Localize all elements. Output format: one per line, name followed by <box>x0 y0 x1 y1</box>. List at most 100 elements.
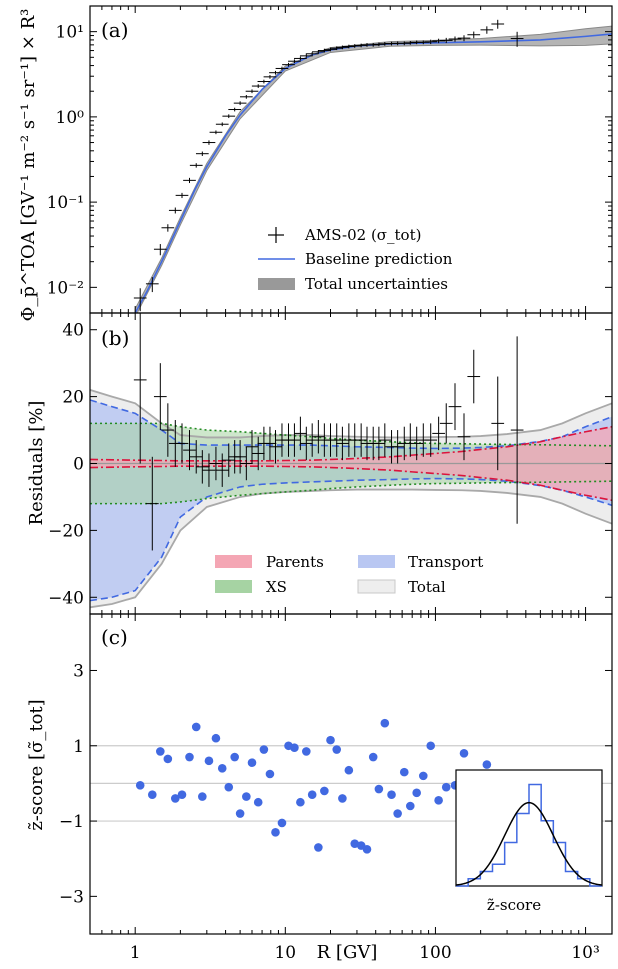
zscore-point <box>441 782 451 792</box>
panel-a-label: (a) <box>101 18 129 42</box>
y-tick-label-a: 10⁻¹ <box>47 193 84 213</box>
zscore-point <box>271 828 280 837</box>
y-tick-label-b: 40 <box>62 321 84 341</box>
y-tick-label-a: 10⁻² <box>47 278 84 298</box>
zscore-point <box>426 741 436 751</box>
y-tick-label-b: 20 <box>62 388 84 408</box>
parents-lower <box>90 465 612 502</box>
legend-transport-label: Transport <box>408 553 483 571</box>
zscore-point <box>332 745 342 754</box>
y-tick-label-b: −40 <box>48 588 84 608</box>
legend-data-label: AMS-02 (σ_tot) <box>304 226 421 244</box>
ylabel-c: z̃-score [σ̃_tot] <box>26 699 47 830</box>
panel-b <box>90 313 612 609</box>
baseline-line <box>134 33 612 313</box>
ylabel-a: Φ_p̄^TOA [GV⁻¹ m⁻² s⁻¹ sr⁻¹] × R³ <box>18 9 39 322</box>
legend-b: Parents Transport XS Total <box>215 553 483 596</box>
zscore-point <box>191 722 201 732</box>
zscore-point <box>418 771 428 781</box>
zscore-point <box>290 743 299 752</box>
legend-uncert-swatch <box>258 278 295 290</box>
x-tick-label: 1 <box>130 943 141 963</box>
zscore-point <box>247 758 257 768</box>
y-tick-label-a: 10⁰ <box>56 108 85 128</box>
legend-transport-swatch <box>358 555 395 568</box>
zscore-point <box>393 809 402 818</box>
y-tick-label-b: 0 <box>73 455 84 475</box>
x-tick-label: 100 <box>419 943 451 963</box>
legend-parents-label: Parents <box>266 553 324 571</box>
zscore-point <box>362 844 372 854</box>
zscore-point <box>277 818 287 828</box>
panel-b-label: (b) <box>101 326 129 350</box>
x-tick-label: 10³ <box>571 943 599 963</box>
panel-a <box>133 19 612 313</box>
zscore-point <box>459 748 469 758</box>
zscore-point <box>314 843 323 852</box>
zscore-point <box>185 752 194 762</box>
legend-parents-swatch <box>215 555 252 568</box>
zscore-point <box>307 790 317 800</box>
zscore-point <box>198 792 207 801</box>
zscore-point <box>265 769 275 779</box>
ylabel-b: Residuals [%] <box>26 401 47 526</box>
inset-gaussian <box>455 801 603 886</box>
zscore-point <box>368 752 378 762</box>
total-upper <box>90 389 612 439</box>
uncertainty-band <box>134 25 612 313</box>
zscore-point <box>380 718 390 728</box>
zscore-point <box>302 747 311 756</box>
total-lower <box>90 488 612 609</box>
axes: 1 10 100 10³ 10⁻² 10⁻¹ 10⁰ 10¹ −40 −20 0 20 40 −3 −1 1 3 <box>47 5 613 963</box>
xlabel: R [GV] <box>317 942 378 963</box>
legend-baseline-label: Baseline prediction <box>305 250 453 268</box>
zscore-point <box>163 754 173 764</box>
parents-upper <box>90 425 612 462</box>
zscore-point <box>482 760 492 769</box>
legend-total-label: Total <box>408 578 446 596</box>
zscore-point <box>230 752 239 762</box>
zscore-point <box>296 797 305 807</box>
zscore-point <box>242 792 251 801</box>
y-tick-label-b: −20 <box>48 521 84 541</box>
xs-upper <box>90 422 612 447</box>
zscore-point <box>156 747 165 756</box>
zscore-point <box>253 797 263 807</box>
zscore-point <box>326 735 335 745</box>
zscore-point <box>135 780 145 790</box>
zscore-point <box>405 801 415 811</box>
y-tick-label-c: −1 <box>59 812 84 832</box>
inset-hist <box>456 783 602 887</box>
zscore-point <box>235 809 245 818</box>
legend-total-swatch <box>357 579 396 594</box>
zscore-point <box>344 765 354 775</box>
x-tick-label: 10 <box>274 943 296 963</box>
zscore-point <box>224 782 234 792</box>
zscore-point <box>387 790 396 800</box>
y-tick-label-a: 10¹ <box>56 23 84 43</box>
y-tick-label-c: 1 <box>73 737 84 757</box>
y-tick-label-c: 3 <box>73 661 84 681</box>
zscore-point <box>171 794 180 803</box>
zscore-point <box>177 790 187 800</box>
zscore-point <box>211 733 221 743</box>
legend-xs-label: XS <box>266 578 287 596</box>
panel-c-label: (c) <box>101 625 128 649</box>
y-tick-label-c: −3 <box>59 887 84 907</box>
zscore-point <box>412 788 421 798</box>
xs-lower <box>90 480 612 505</box>
zscore-point <box>147 790 157 800</box>
zscore-point <box>434 796 443 805</box>
legend-xs-swatch <box>215 580 252 593</box>
panel-frame-2 <box>89 613 613 935</box>
zscore-point <box>320 786 329 796</box>
zscore-point <box>259 745 269 754</box>
inset-histogram <box>455 769 603 887</box>
inset-xlabel: z̃-score <box>487 896 541 914</box>
zscore-point <box>374 784 384 794</box>
zscore-point <box>204 756 214 766</box>
zscore-point <box>399 767 409 777</box>
legend-uncert-label: Total uncertainties <box>305 275 448 293</box>
zscore-point <box>338 794 347 803</box>
